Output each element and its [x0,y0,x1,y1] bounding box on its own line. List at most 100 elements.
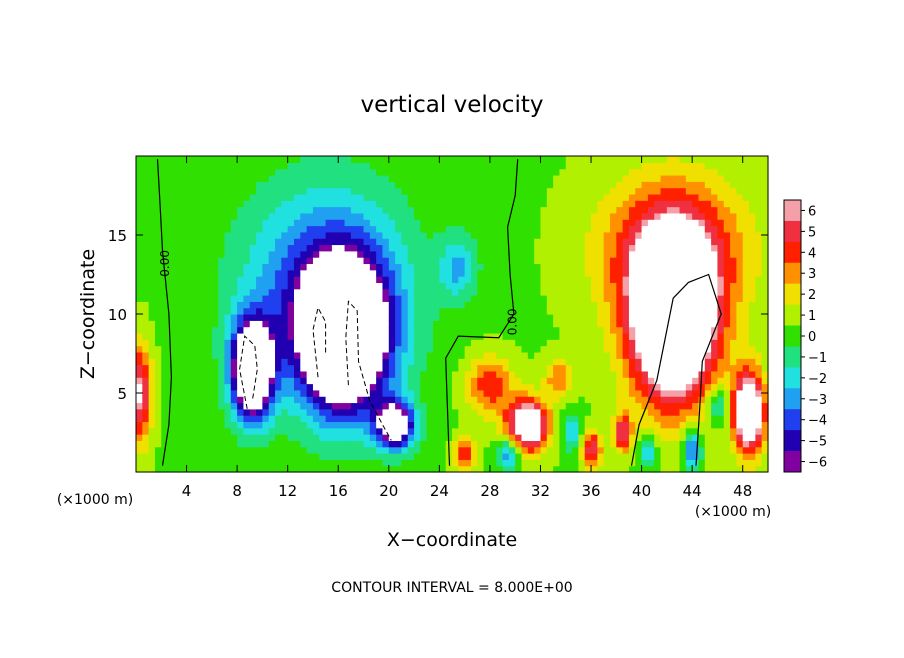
heatmap-cell [439,421,447,429]
heatmap-cell [180,320,188,328]
heatmap-cell [641,162,649,170]
heatmap-cell [496,345,504,353]
heatmap-cell [610,389,617,397]
heatmap-cell [230,434,238,441]
heatmap-cell [199,206,207,214]
heatmap-cell [616,377,624,385]
heatmap-cell [192,212,200,220]
heatmap-cell [464,383,472,391]
heatmap-cell [477,453,485,460]
heatmap-cell [603,301,611,309]
heatmap-cell [704,377,712,385]
heatmap-cell [673,193,681,201]
heatmap-cell [439,269,447,277]
heatmap-cell [496,446,504,454]
heatmap-cell [685,396,693,404]
heatmap-cell [502,269,510,277]
heatmap-cell [685,427,693,435]
heatmap-cell [628,465,636,473]
heatmap-cell [578,200,586,208]
heatmap-cell [464,415,472,423]
heatmap-cell [186,295,194,302]
heatmap-cell [211,358,219,366]
heatmap-cell [591,434,598,441]
heatmap-cell [704,364,712,372]
heatmap-cell [186,219,194,227]
heatmap-cell [458,238,466,246]
heatmap-cell [698,377,706,385]
heatmap-cell [736,212,744,220]
heatmap-cell [527,301,535,309]
heatmap-cell [483,402,491,410]
heatmap-cell [673,453,681,460]
heatmap-cell [578,351,586,359]
heatmap-cell [597,156,605,163]
heatmap-cell [452,231,459,239]
heatmap-cell [401,396,409,404]
heatmap-cell [136,408,143,416]
heatmap-cell [527,231,535,239]
heatmap-cell [723,396,731,404]
heatmap-cell [312,314,320,321]
heatmap-cell [325,288,333,296]
heatmap-cell [319,320,327,328]
heatmap-cell [186,459,194,467]
heatmap-cell [755,219,763,227]
heatmap-cell [654,332,662,340]
heatmap-cell [268,187,276,195]
heatmap-cell [622,459,630,467]
heatmap-cell [559,225,567,233]
heatmap-cell [350,200,358,208]
heatmap-cell [673,295,681,302]
heatmap-cell [376,238,384,246]
heatmap-cell [312,351,320,359]
heatmap-cell [749,408,756,416]
heatmap-cell [723,332,731,340]
heatmap-cell [344,415,352,423]
heatmap-cell [420,269,428,277]
heatmap-cell [281,421,289,429]
heatmap-cell [508,307,516,315]
heatmap-cell [496,187,504,195]
heatmap-cell [717,421,725,429]
heatmap-cell [666,358,674,366]
heatmap-cell [142,459,150,467]
heatmap-cell [249,383,257,391]
heatmap-cell [730,465,737,473]
heatmap-cell [167,345,175,353]
heatmap-cell [749,156,756,163]
heatmap-cell [388,269,396,277]
heatmap-cell [641,421,649,429]
heatmap-cell [584,465,592,473]
heatmap-cell [192,231,200,239]
heatmap-cell [622,370,630,378]
heatmap-cell [249,206,257,214]
heatmap-cell [730,276,737,283]
heatmap-cell [363,415,371,423]
heatmap-cell [578,364,586,372]
heatmap-cell [192,453,200,460]
heatmap-cell [527,465,535,473]
heatmap-cell [610,193,617,201]
heatmap-cell [312,459,320,467]
heatmap-cell [186,332,194,340]
heatmap-cell [230,314,238,321]
heatmap-cell [508,383,516,391]
heatmap-cell [376,326,384,334]
heatmap-cell [496,225,504,233]
heatmap-cell [388,257,396,265]
heatmap-cell [407,307,415,315]
heatmap-cell [433,181,440,189]
heatmap-cell [730,364,737,372]
heatmap-cell [230,345,238,353]
heatmap-cell [338,446,346,454]
heatmap-cell [761,396,769,404]
heatmap-cell [357,301,365,309]
heatmap-cell [635,212,643,220]
heatmap-cell [521,225,529,233]
heatmap-cell [515,358,523,366]
heatmap-cell [218,276,226,283]
heatmap-cell [711,181,719,189]
heatmap-cell [483,427,491,435]
heatmap-cell [540,263,548,271]
